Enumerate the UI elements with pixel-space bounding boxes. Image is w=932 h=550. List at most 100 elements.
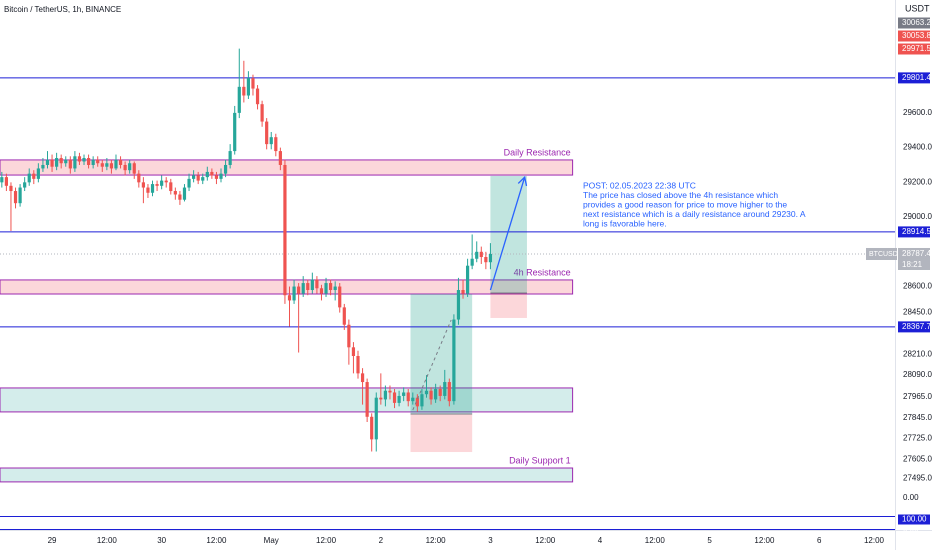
candle-body bbox=[301, 283, 305, 294]
x-tick-label: 3 bbox=[488, 536, 493, 545]
x-tick-label: 12:00 bbox=[535, 536, 556, 545]
candle-body bbox=[0, 177, 4, 183]
candle-body bbox=[118, 159, 123, 165]
candle-body bbox=[475, 251, 479, 259]
candle-body bbox=[73, 156, 77, 169]
candle-body bbox=[4, 177, 8, 186]
candle-body bbox=[192, 175, 196, 179]
candle-body bbox=[196, 175, 200, 181]
candle-body bbox=[388, 390, 392, 393]
candle-body bbox=[64, 159, 68, 164]
y-tick-label: 29400.00 bbox=[903, 143, 932, 152]
candle-body bbox=[105, 163, 109, 167]
candle-body bbox=[402, 392, 406, 396]
candle-body bbox=[255, 88, 260, 105]
candle-body bbox=[132, 163, 136, 174]
indicator-tick: 100.00 bbox=[902, 515, 927, 524]
x-tick-label: 2 bbox=[379, 536, 384, 545]
top-price-label: 29971.58 bbox=[902, 44, 932, 53]
y-tick-label: 27965.00 bbox=[903, 392, 932, 401]
symbol-box bbox=[866, 247, 897, 260]
y-tick-label: 28210.00 bbox=[903, 349, 932, 358]
x-tick-label: 29 bbox=[48, 536, 57, 545]
symbol-name: BTCUSDT bbox=[869, 251, 903, 258]
candle-body bbox=[365, 382, 369, 417]
candle-body bbox=[383, 390, 387, 400]
zone-label: Daily Support 1 bbox=[509, 455, 571, 465]
candle-body bbox=[9, 185, 13, 192]
candle-body bbox=[187, 178, 191, 188]
candle-body bbox=[420, 394, 424, 407]
candle-body bbox=[27, 173, 31, 183]
y-tick-label: 29000.00 bbox=[903, 212, 932, 221]
candle-body bbox=[251, 78, 255, 89]
candle-body bbox=[310, 279, 314, 291]
candle-body bbox=[260, 104, 264, 122]
candle-body bbox=[146, 187, 150, 193]
candle-body bbox=[443, 382, 447, 396]
candle-body bbox=[182, 187, 187, 200]
currency: USDT bbox=[905, 3, 930, 13]
zone-label: 4h Resistance bbox=[514, 267, 571, 277]
y-tick-label: 27725.00 bbox=[903, 434, 932, 443]
zone-label: Daily Resistance bbox=[504, 147, 571, 157]
arrow-head bbox=[517, 175, 528, 187]
candle-body bbox=[160, 180, 164, 186]
candle-body bbox=[329, 283, 333, 291]
annotation-line: next resistance which is a daily resista… bbox=[583, 209, 806, 219]
position-stop bbox=[410, 414, 473, 453]
x-tick-label: May bbox=[264, 536, 279, 545]
indicator-label: 0.00 bbox=[903, 493, 919, 502]
annotation-line: long is favorable here. bbox=[583, 218, 667, 228]
x-tick-label: 12:00 bbox=[864, 536, 885, 545]
y-tick-label: 27845.00 bbox=[903, 413, 932, 422]
position-target bbox=[410, 294, 473, 415]
level-label-box bbox=[898, 321, 930, 333]
candle-body bbox=[392, 392, 397, 403]
y-tick-label: 27605.00 bbox=[903, 454, 932, 463]
candle-body bbox=[488, 253, 493, 263]
annotation-line: POST: 02.05.2023 22:38 UTC bbox=[583, 180, 696, 190]
candle-body bbox=[374, 397, 378, 440]
countdown: 18:21 bbox=[902, 260, 923, 269]
x-tick-label: 12:00 bbox=[426, 536, 447, 545]
y-tick-label: 29200.00 bbox=[903, 177, 932, 186]
candle-body bbox=[269, 137, 273, 145]
y-tick-label: 27495.00 bbox=[903, 474, 932, 483]
candle-body bbox=[13, 191, 18, 204]
candle-body bbox=[484, 257, 488, 263]
trend-line bbox=[412, 319, 452, 411]
candle-body bbox=[100, 163, 104, 167]
candle-body bbox=[397, 395, 401, 403]
candle-body bbox=[470, 258, 474, 266]
candle-body bbox=[411, 397, 415, 402]
candle-body bbox=[283, 164, 287, 296]
candle-body bbox=[233, 112, 237, 152]
x-tick-label: 12:00 bbox=[754, 536, 775, 545]
candle-body bbox=[41, 164, 45, 169]
candle-body bbox=[32, 173, 36, 179]
candle-body bbox=[150, 184, 155, 193]
candle-body bbox=[274, 137, 278, 152]
level-label-box bbox=[898, 226, 930, 238]
candle-body bbox=[370, 416, 374, 440]
candle-body bbox=[306, 283, 310, 291]
candle-body bbox=[287, 295, 292, 301]
candle-body bbox=[315, 279, 319, 289]
top-price-label: 30053.89 bbox=[902, 31, 932, 40]
candle-body bbox=[356, 356, 360, 374]
candle-body bbox=[424, 390, 429, 395]
x-tick-label: 12:00 bbox=[316, 536, 337, 545]
current-price: 28787.42 bbox=[902, 249, 932, 258]
position-target bbox=[490, 175, 527, 293]
candle-body bbox=[137, 173, 141, 183]
candle-body bbox=[479, 251, 483, 258]
candle-body bbox=[292, 286, 296, 301]
candle-body bbox=[77, 156, 82, 162]
candle-body bbox=[86, 158, 91, 165]
candle-body bbox=[68, 159, 72, 169]
level-label-box bbox=[898, 72, 930, 84]
candle-body bbox=[214, 175, 219, 179]
level-label: 28914.56 bbox=[902, 227, 932, 236]
